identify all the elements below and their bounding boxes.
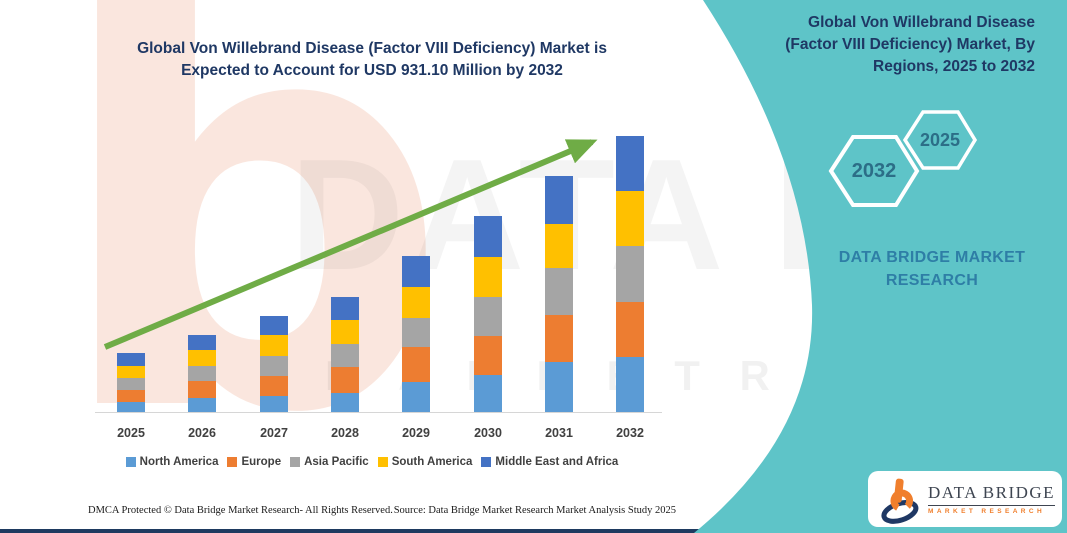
bar-segment-europe	[402, 347, 430, 383]
hexagon-2025-label: 2025	[919, 130, 961, 150]
footer: DMCA Protected © Data Bridge Market Rese…	[88, 505, 676, 516]
bar-segment-asia-pacific	[117, 378, 145, 391]
bar-segment-asia-pacific	[474, 296, 502, 336]
bar-segment-north-america	[402, 382, 430, 412]
logo-card: DATA BRIDGE MARKET RESEARCH	[868, 471, 1062, 527]
stacked-bar-2031	[545, 175, 573, 412]
sidebar-brand-line1: DATA BRIDGE MARKET	[838, 249, 1026, 266]
bar-segment-middle-east-and-africa	[117, 353, 145, 367]
bar-segment-south-america	[117, 366, 145, 379]
bar-segment-asia-pacific	[402, 318, 430, 348]
bar-segment-middle-east-and-africa	[616, 136, 644, 192]
bar-segment-middle-east-and-africa	[474, 215, 502, 257]
chart-title: Global Von Willebrand Disease (Factor VI…	[58, 38, 686, 82]
bar-segment-europe	[260, 376, 288, 396]
bar-segment-europe	[188, 381, 216, 399]
bar-segment-south-america	[260, 335, 288, 357]
watermark-sub-text: M A R K E T R E S E A R C H	[325, 352, 1067, 399]
x-axis-label-2030: 2030	[474, 426, 502, 440]
legend-item-asia-pacific: Asia Pacific	[290, 456, 369, 468]
bar-segment-north-america	[616, 356, 644, 412]
legend-swatch-icon	[290, 457, 301, 467]
legend-item-north-america: North America	[125, 456, 219, 468]
legend-swatch-icon	[481, 457, 492, 467]
x-axis-label-2027: 2027	[260, 426, 288, 440]
legend-swatch-icon	[125, 457, 136, 467]
stacked-bar-2029	[402, 255, 430, 412]
bar-segment-south-america	[188, 350, 216, 367]
x-axis-label-2025: 2025	[117, 426, 145, 440]
chart-title-line2: Expected to Account for USD 931.10 Milli…	[181, 62, 563, 79]
bar-segment-asia-pacific	[188, 366, 216, 382]
legend-swatch-icon	[227, 457, 238, 467]
bottom-edge-strip	[0, 529, 1067, 533]
footer-source-text: Source: Data Bridge Market Research Mark…	[393, 505, 676, 516]
bar-segment-middle-east-and-africa	[402, 255, 430, 288]
legend-item-south-america: South America	[377, 456, 473, 468]
logo-text: DATA BRIDGE MARKET RESEARCH	[928, 483, 1056, 515]
x-axis-label-2026: 2026	[188, 426, 216, 440]
sidebar-brand-line2: RESEARCH	[885, 272, 979, 289]
bar-segment-north-america	[474, 374, 502, 412]
bar-segment-north-america	[117, 401, 145, 412]
legend-item-europe: Europe	[227, 456, 281, 468]
chart-legend: North America Europe Asia Pacific South Ame…	[58, 456, 686, 468]
hexagon-2032-label: 2032	[851, 160, 897, 182]
bar-segment-middle-east-and-africa	[188, 335, 216, 351]
bar-segment-middle-east-and-africa	[260, 316, 288, 336]
bar-segment-europe	[616, 301, 644, 357]
stacked-bar-2027	[260, 316, 288, 412]
stacked-bar-2032	[616, 136, 644, 412]
legend-label: North America	[139, 456, 219, 468]
bar-segment-asia-pacific	[545, 267, 573, 315]
stacked-bar-2028	[331, 296, 359, 412]
bar-segment-south-america	[331, 319, 359, 344]
bar-segment-south-america	[402, 287, 430, 319]
x-axis-label-2031: 2031	[545, 426, 573, 440]
stacked-bar-2026	[188, 335, 216, 412]
bar-segment-europe	[545, 314, 573, 362]
bar-segment-europe	[331, 366, 359, 393]
logo-name: DATA BRIDGE	[928, 483, 1056, 506]
bar-segment-asia-pacific	[260, 356, 288, 377]
bar-segment-south-america	[474, 256, 502, 297]
legend-label: Europe	[241, 456, 282, 468]
bar-segment-south-america	[616, 191, 644, 247]
legend-swatch-icon	[377, 457, 388, 467]
legend-item-middle-east-and-africa: Middle East and Africa	[481, 456, 618, 468]
bar-segment-asia-pacific	[616, 246, 644, 302]
legend-label: Asia Pacific	[304, 456, 369, 468]
x-axis-label-2028: 2028	[331, 426, 359, 440]
bar-segment-middle-east-and-africa	[545, 175, 573, 224]
bar-segment-north-america	[331, 393, 359, 412]
stacked-bar-2030	[474, 215, 502, 412]
footer-dmca-text: DMCA Protected © Data Bridge Market Rese…	[88, 505, 393, 516]
data-bridge-logo-icon	[881, 478, 919, 524]
x-axis-label-2029: 2029	[402, 426, 430, 440]
legend-label: South America	[391, 456, 473, 468]
bar-segment-europe	[474, 335, 502, 375]
x-axis-line	[95, 412, 662, 413]
bar-segment-north-america	[545, 361, 573, 412]
stacked-bar-2025	[117, 353, 145, 412]
bar-segment-north-america	[188, 398, 216, 412]
bar-segment-middle-east-and-africa	[331, 296, 359, 320]
x-axis-label-2032: 2032	[616, 426, 644, 440]
bar-segment-europe	[117, 390, 145, 402]
bar-segment-asia-pacific	[331, 343, 359, 367]
sidebar-title: Global Von Willebrand Disease (Factor VI…	[785, 14, 1035, 75]
chart-title-line1: Global Von Willebrand Disease (Factor VI…	[137, 40, 607, 57]
logo-subtitle: MARKET RESEARCH	[928, 508, 1046, 515]
sidebar-brand-text: DATA BRIDGE MARKET RESEARCH	[806, 246, 1058, 292]
bar-segment-north-america	[260, 396, 288, 412]
bar-segment-south-america	[545, 223, 573, 268]
legend-label: Middle East and Africa	[495, 456, 619, 468]
